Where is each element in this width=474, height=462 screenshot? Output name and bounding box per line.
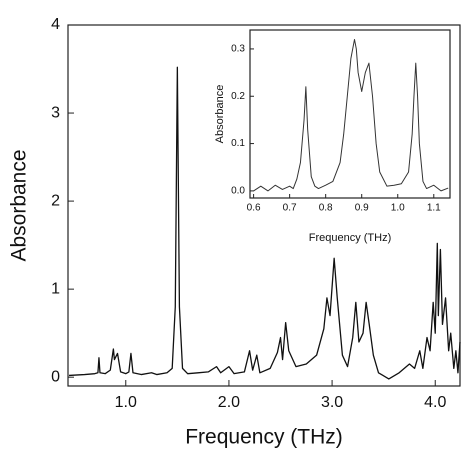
x-tick-label: 1.0: [391, 203, 405, 214]
y-tick-label: 0: [51, 368, 60, 385]
x-tick-label: 0.9: [355, 203, 369, 214]
y-tick-label: 0.2: [231, 91, 245, 102]
spectrum-line: [253, 38, 449, 192]
y-tick-label: 3: [51, 104, 60, 121]
x-tick-label: 0.8: [319, 203, 333, 214]
x-tick-label: 4.0: [424, 394, 446, 411]
y-tick-label: 4: [51, 16, 60, 33]
y-axis-label: Absorbance: [214, 85, 226, 144]
y-tick-label: 1: [51, 280, 60, 297]
x-tick-label: 3.0: [321, 394, 343, 411]
x-tick-label: 0.6: [247, 203, 261, 214]
y-tick-label: 0.0: [231, 186, 245, 197]
y-axis-label: Absorbance: [8, 149, 31, 261]
y-tick-label: 0.1: [231, 138, 245, 149]
x-tick-label: 1.1: [427, 203, 441, 214]
x-axis-label: Frequency (THz): [185, 426, 343, 449]
x-tick-label: 0.7: [283, 203, 297, 214]
x-tick-label: 2.0: [218, 394, 240, 411]
plot-frame: [249, 29, 451, 199]
x-tick-label: 1.0: [115, 394, 137, 411]
y-tick-label: 0.3: [231, 44, 245, 55]
spectrum-line: [68, 66, 461, 380]
y-tick-label: 2: [51, 192, 60, 209]
x-axis-label: Frequency (THz): [309, 232, 392, 244]
